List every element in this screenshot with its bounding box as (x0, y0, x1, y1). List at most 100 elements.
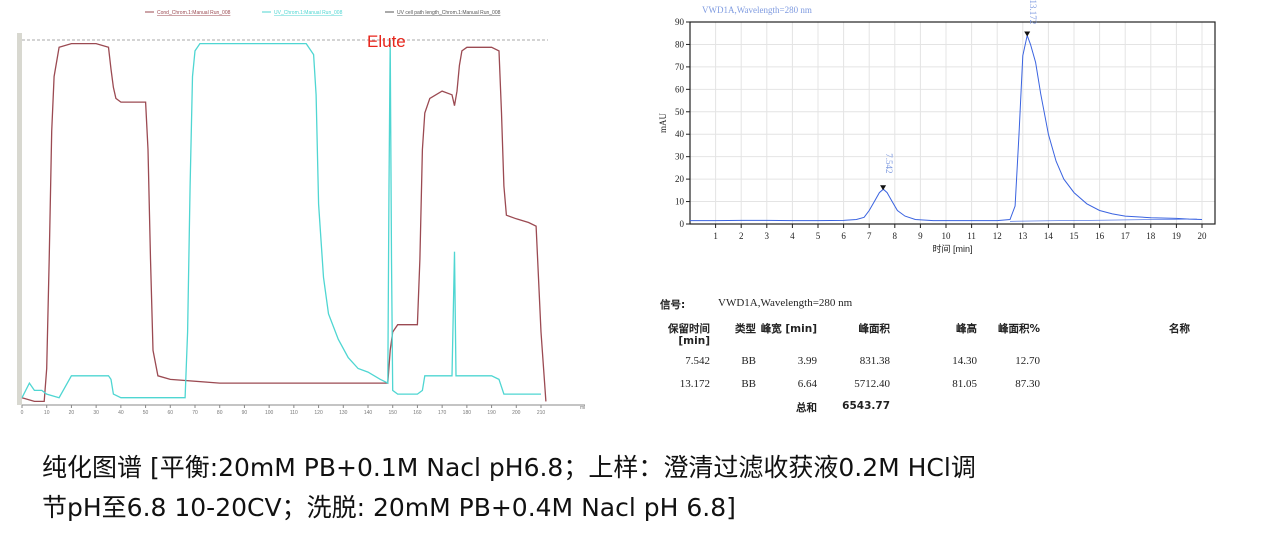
legend-label: Cond_Chrom.1:Manual Run_008 (157, 10, 231, 16)
signal-label: 信号: (660, 299, 686, 311)
x-axis-label: ml (580, 405, 585, 411)
y-tick-label: 0 (680, 219, 685, 229)
x-tick-label: 8 (893, 231, 898, 241)
cell: 13.172 (679, 378, 710, 390)
x-tick-label: 13 (1018, 231, 1028, 241)
y-tick-label: 70 (675, 62, 685, 72)
x-tick-label: 11 (967, 231, 976, 241)
header-area-pct: 峰面积% (997, 323, 1040, 335)
y-tick-label: 50 (675, 107, 685, 117)
total-label: 总和 (796, 402, 817, 414)
x-tick-label: 170 (438, 410, 447, 416)
x-tick-label: 4 (790, 231, 795, 241)
x-tick-label: 50 (143, 410, 149, 416)
y-tick-label: 60 (675, 84, 685, 94)
figure-caption: 纯化图谱 [平衡:20mM PB+0.1M Nacl pH6.8；上样：澄清过滤… (42, 448, 1262, 528)
x-tick-label: 90 (242, 410, 248, 416)
x-tick-label: 210 (537, 410, 546, 416)
x-tick-label: 60 (168, 410, 174, 416)
baseline (1009, 218, 1197, 222)
plot-frame (689, 21, 1216, 225)
cell: BB (741, 355, 756, 367)
caption-line-2: 节pH至6.8 10-20CV；洗脱: 20mM PB+0.4M Nacl pH… (42, 493, 736, 522)
header-height: 峰高 (956, 323, 977, 335)
header-area: 峰面积 (858, 323, 891, 335)
x-tick-label: 110 (290, 410, 298, 416)
purification-chromatogram: Cond_Chrom.1:Manual Run_008 UV_Chrom.1:Ma… (17, 10, 585, 416)
peak-marker (1024, 31, 1031, 37)
x-tick-label: 16 (1095, 231, 1105, 241)
x-tick-label: 14 (1044, 231, 1054, 241)
y-tick-label: 20 (675, 174, 685, 184)
signal-trace (690, 33, 1203, 222)
chart-title: VWD1A,Wavelength=280 nm (702, 5, 812, 15)
cell: 14.30 (952, 355, 977, 367)
header-type: 类型 (735, 323, 756, 335)
x-tick-label: 2 (739, 231, 744, 241)
x-tick-label: 140 (364, 410, 373, 416)
cell: 6.64 (797, 378, 817, 390)
cell: 3.99 (797, 355, 817, 367)
legend-label: UV cell path length_Chrom.1:Manual Run_0… (397, 10, 501, 16)
x-tick-label: 20 (1198, 231, 1208, 241)
header-width: 峰宽 [min] (760, 323, 817, 335)
cell: 81.05 (952, 378, 977, 390)
y-tick-label: 80 (675, 39, 685, 49)
x-tick-label: 20 (69, 410, 75, 416)
x-tick-label: 12 (993, 231, 1002, 241)
cell: 7.542 (685, 355, 710, 367)
x-tick-label: 10 (942, 231, 952, 241)
elute-annotation: Elute (367, 32, 406, 51)
x-tick-label: 120 (314, 410, 323, 416)
x-tick-label: 200 (512, 410, 521, 416)
cell: 5712.40 (854, 378, 890, 390)
x-tick-label: 1 (713, 231, 718, 241)
x-tick-label: 18 (1146, 231, 1156, 241)
x-tick-label: 150 (389, 410, 398, 416)
series-line-uv (21, 39, 541, 399)
peak-marker (880, 185, 887, 191)
x-tick-label: 40 (118, 410, 124, 416)
x-tick-label: 160 (413, 410, 422, 416)
header-retention-time-unit: [min] (678, 335, 710, 347)
peak-label: 7.542 (884, 153, 894, 173)
header-name: 名称 (1169, 323, 1190, 335)
header-retention-time: 保留时间 (668, 323, 710, 335)
cell: 12.70 (1015, 355, 1040, 367)
x-tick-label: 0 (21, 410, 24, 416)
x-tick-label: 70 (192, 410, 198, 416)
x-tick-label: 3 (765, 231, 770, 241)
peak-label: 13.172 (1028, 0, 1038, 24)
cell: 87.30 (1015, 378, 1040, 390)
x-axis-label: 时间 [min] (932, 243, 972, 254)
legend-label: UV_Chrom.1:Manual Run_008 (274, 10, 343, 16)
x-tick-label: 180 (463, 410, 472, 416)
y-tick-label: 90 (675, 17, 685, 27)
x-tick-label: 19 (1172, 231, 1182, 241)
x-tick-label: 130 (339, 410, 348, 416)
y-tick-label: 30 (675, 152, 685, 162)
x-tick-label: 100 (265, 410, 274, 416)
x-tick-label: 190 (487, 410, 496, 416)
signal-value: VWD1A,Wavelength=280 nm (718, 297, 853, 309)
x-tick-label: 5 (816, 231, 821, 241)
caption-line-1: 纯化图谱 [平衡:20mM PB+0.1M Nacl pH6.8；上样：澄清过滤… (42, 453, 976, 482)
x-tick-label: 17 (1121, 231, 1131, 241)
y-axis-scale (17, 33, 22, 405)
cell: 831.38 (859, 355, 890, 367)
x-tick-label: 7 (867, 231, 872, 241)
x-tick-label: 9 (918, 231, 923, 241)
y-tick-label: 40 (675, 129, 685, 139)
series-line-cond (21, 42, 547, 403)
y-axis-label: mAU (658, 113, 668, 134)
x-tick-label: 15 (1070, 231, 1080, 241)
x-tick-label: 10 (44, 410, 50, 416)
x-tick-label: 80 (217, 410, 223, 416)
y-tick-label: 10 (675, 197, 685, 207)
x-tick-label: 30 (93, 410, 99, 416)
hplc-chromatogram: VWD1A,Wavelength=280 nm1 2 3 4 5 6 7 8 9 10 11 12 13… (658, 0, 1216, 254)
peak-table: 信号: VWD1A,Wavelength=280 nm 保留时间 [min] 类… (660, 297, 1190, 414)
x-tick-label: 6 (841, 231, 846, 241)
cell: BB (741, 378, 756, 390)
total-value: 6543.77 (842, 400, 890, 412)
